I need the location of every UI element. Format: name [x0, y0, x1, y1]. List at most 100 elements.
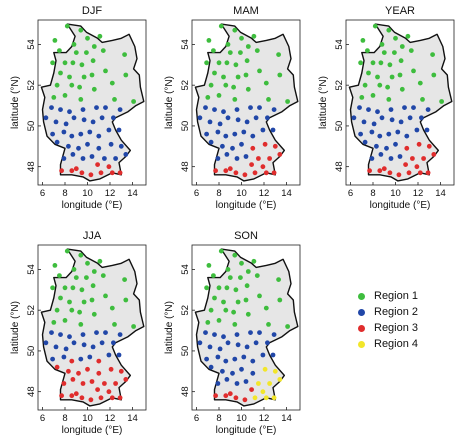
station-point: [411, 105, 416, 110]
station-point: [253, 115, 259, 121]
station-point: [90, 58, 96, 64]
station-point: [71, 115, 77, 121]
legend-label: Region 2: [374, 306, 419, 318]
station-point: [232, 252, 238, 258]
station-point: [272, 143, 278, 149]
station-point: [57, 48, 62, 53]
y-tick-label: 50: [26, 346, 37, 357]
x-tick-label: 8: [370, 188, 375, 199]
station-point: [263, 395, 269, 401]
station-point: [70, 152, 76, 157]
station-point: [206, 263, 212, 268]
legend-item-region-2: Region 2: [358, 304, 418, 320]
station-point: [420, 97, 425, 102]
legend-marker: [358, 292, 365, 300]
station-point: [96, 358, 102, 364]
station-point: [265, 115, 270, 121]
station-point: [90, 283, 96, 289]
station-point: [395, 129, 401, 135]
station-point: [71, 42, 77, 47]
station-point: [96, 145, 102, 151]
station-point: [197, 115, 203, 121]
station-point: [277, 152, 283, 157]
station-point: [231, 309, 236, 315]
station-point: [424, 127, 430, 133]
station-point: [116, 127, 122, 133]
station-point: [393, 35, 398, 41]
legend-item-region-1: Region 1: [358, 288, 418, 304]
station-point: [388, 156, 394, 161]
station-point: [118, 143, 124, 149]
station-point: [216, 60, 222, 66]
station-point: [58, 107, 63, 112]
station-point: [43, 340, 49, 346]
station-point: [365, 48, 370, 53]
x-tick-label: 14: [281, 413, 292, 424]
station-point: [51, 95, 57, 100]
station-point: [79, 395, 85, 401]
station-point: [62, 93, 68, 98]
station-point: [366, 70, 371, 76]
station-point: [78, 252, 84, 258]
station-point: [71, 267, 77, 272]
station-point: [372, 23, 378, 29]
station-point: [243, 379, 249, 384]
station-point: [207, 119, 213, 125]
station-point: [416, 141, 422, 147]
station-point: [239, 35, 244, 41]
station-point: [211, 48, 216, 53]
station-point: [235, 299, 241, 305]
legend-label: Region 4: [374, 338, 419, 350]
station-point: [73, 275, 79, 280]
station-point: [250, 370, 256, 376]
legend-label: Region 3: [374, 322, 419, 334]
station-point: [220, 368, 225, 374]
station-point: [64, 23, 70, 29]
station-point: [234, 332, 240, 337]
station-point: [419, 115, 424, 121]
station-point: [221, 334, 226, 340]
station-point: [267, 381, 272, 386]
station-point: [245, 44, 251, 49]
panel-title: YEAR: [385, 5, 415, 17]
y-tick-label: 50: [180, 346, 191, 357]
y-tick-label: 52: [26, 305, 37, 316]
x-tick-label: 12: [413, 188, 424, 199]
y-axis-label: latitude (°N): [10, 301, 21, 354]
station-point: [377, 82, 383, 88]
station-point: [215, 381, 221, 386]
station-point: [216, 285, 222, 291]
station-point: [276, 277, 281, 282]
station-point: [212, 332, 217, 337]
station-point: [271, 107, 277, 112]
y-tick-label: 54: [334, 39, 345, 50]
station-point: [239, 260, 244, 266]
station-point: [370, 93, 376, 98]
station-point: [73, 166, 79, 172]
station-point: [227, 391, 233, 397]
station-point: [99, 340, 105, 346]
station-point: [389, 74, 395, 80]
station-point: [108, 141, 114, 147]
station-point: [242, 172, 248, 178]
station-point: [204, 60, 209, 66]
station-point: [211, 273, 216, 278]
station-point: [66, 368, 71, 374]
station-point: [88, 172, 94, 178]
station-point: [215, 156, 221, 161]
station-point: [67, 299, 72, 305]
station-point: [399, 86, 405, 92]
station-point: [256, 381, 261, 386]
station-point: [223, 82, 229, 88]
station-point: [79, 62, 85, 68]
x-axis-label: longitude (°E): [216, 425, 277, 436]
station-point: [250, 358, 256, 364]
station-point: [277, 297, 283, 303]
x-tick-label: 12: [105, 188, 116, 199]
station-point: [91, 269, 97, 274]
station-point: [54, 307, 60, 313]
station-point: [225, 115, 231, 121]
station-point: [233, 395, 239, 401]
station-point: [112, 97, 117, 102]
station-point: [260, 352, 266, 358]
